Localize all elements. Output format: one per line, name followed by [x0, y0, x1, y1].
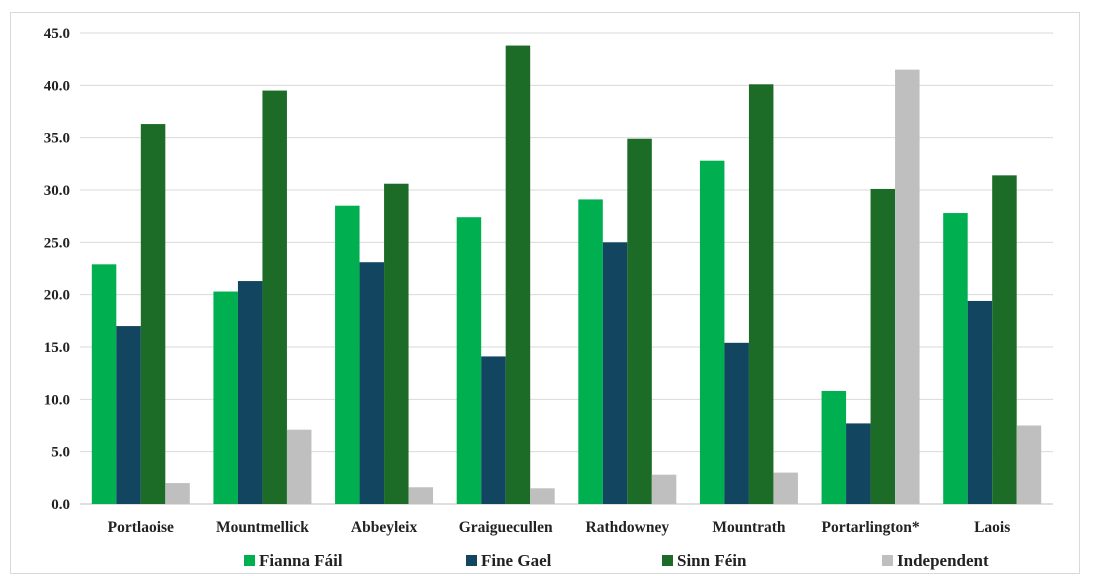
legend-label: Fine Gael — [481, 551, 552, 570]
y-tick-label: 35.0 — [44, 131, 70, 147]
x-tick-label: Mountmellick — [216, 519, 309, 536]
x-tick-label: Portarlington* — [821, 519, 919, 536]
legend-swatch — [466, 555, 477, 566]
bar-sinn-f-in-7 — [870, 188, 896, 504]
y-axis-ticks: 0.0 5.0 10.0 15.0 20.0 25.0 30.0 35.0 40.0 45.0 — [44, 26, 70, 513]
bar-independent-1 — [165, 483, 190, 504]
x-tick-label: Rathdowney — [586, 519, 670, 536]
bars — [91, 45, 1042, 505]
bar-fine-gael-7 — [846, 423, 871, 504]
bar-sinn-f-in-3 — [384, 183, 409, 504]
y-tick-label: 10.0 — [44, 392, 70, 408]
bar-independent-5 — [651, 474, 677, 504]
y-tick-label: 5.0 — [51, 445, 70, 461]
x-tick-label: Laois — [974, 519, 1010, 536]
bar-fine-gael-5 — [602, 242, 628, 505]
x-tick-label: Graiguecullen — [459, 519, 553, 536]
y-tick-label: 30.0 — [44, 183, 70, 199]
legend-label: Independent — [897, 551, 989, 570]
legend-swatch — [882, 555, 893, 566]
y-tick-label: 20.0 — [44, 288, 70, 304]
legend-swatch — [662, 555, 673, 566]
bar-fianna-f-il-5 — [578, 199, 603, 505]
legend-label: Sinn Féin — [677, 551, 747, 570]
bar-sinn-f-in-2 — [262, 90, 287, 505]
bar-fianna-f-il-6 — [699, 160, 725, 504]
bar-sinn-f-in-8 — [992, 175, 1017, 504]
bar-fine-gael-1 — [116, 326, 141, 504]
x-tick-label: Portlaoise — [108, 519, 174, 536]
bar-fianna-f-il-8 — [943, 213, 968, 504]
bar-independent-2 — [286, 429, 312, 504]
bar-independent-7 — [895, 69, 920, 504]
bar-sinn-f-in-5 — [627, 138, 652, 505]
bar-sinn-f-in-6 — [748, 84, 774, 504]
x-axis-ticks: Portlaoise Mountmellick Abbeyleix Graiguecu… — [108, 519, 1011, 536]
y-tick-label: 15.0 — [44, 340, 70, 356]
bar-sinn-f-in-4 — [505, 45, 531, 505]
bar-independent-8 — [1016, 425, 1042, 504]
bar-fine-gael-8 — [967, 300, 993, 504]
bar-fine-gael-3 — [359, 262, 385, 504]
x-tick-label: Abbeyleix — [351, 519, 418, 536]
bar-fianna-f-il-2 — [213, 291, 238, 504]
bar-fianna-f-il-3 — [335, 205, 360, 504]
legend-swatch — [244, 555, 255, 566]
bar-sinn-f-in-1 — [140, 124, 166, 504]
legend: Fianna Fáil Fine Gael Sinn Féin Independent — [244, 551, 989, 570]
y-tick-label: 0.0 — [51, 497, 70, 513]
legend-item: Fine Gael — [466, 551, 552, 570]
bar-fianna-f-il-4 — [456, 217, 482, 505]
y-tick-label: 40.0 — [44, 78, 70, 94]
bar-fine-gael-6 — [724, 342, 749, 504]
x-tick-label: Mountrath — [712, 519, 786, 536]
y-tick-label: 45.0 — [44, 26, 70, 42]
bar-fine-gael-2 — [237, 281, 263, 504]
bar-fianna-f-il-7 — [821, 390, 847, 504]
bar-independent-3 — [408, 487, 434, 504]
y-tick-label: 25.0 — [44, 235, 70, 251]
bar-fine-gael-4 — [481, 356, 506, 504]
legend-item: Fianna Fáil — [244, 551, 343, 570]
bar-independent-6 — [773, 472, 798, 504]
legend-label: Fianna Fáil — [259, 551, 343, 570]
legend-item: Sinn Féin — [662, 551, 747, 570]
bar-fianna-f-il-1 — [91, 264, 117, 504]
legend-item: Independent — [882, 551, 989, 570]
bar-independent-4 — [530, 488, 555, 504]
